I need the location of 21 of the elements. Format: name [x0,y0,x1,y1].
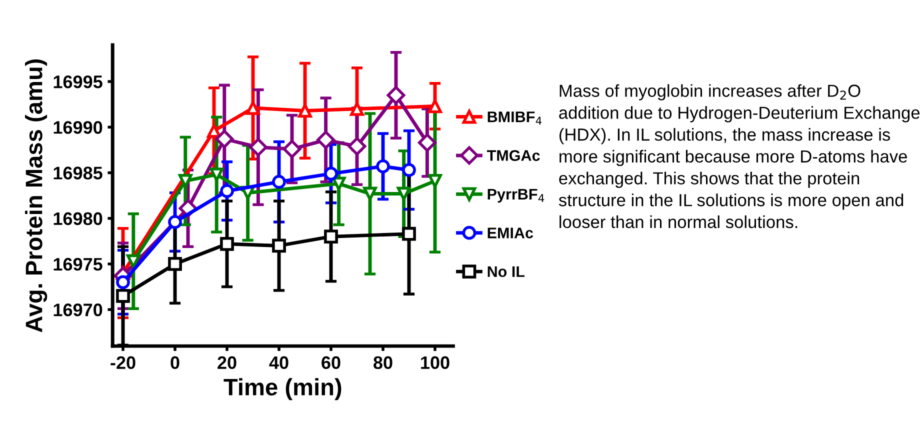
x-tick-label: 100 [421,356,450,370]
legend-label: No IL [488,266,525,278]
x-tick-label: 60 [322,356,340,370]
legend-label: PyrrBF$_{4}$ [488,188,544,203]
x-tick-label: 40 [269,356,288,370]
y-axis-title: Avg. Protein Mass (amu) [25,59,48,332]
legend-label: TMGAc [486,150,540,161]
y-tick-label: 16995 [54,75,102,88]
text: Mass of myoglobin increases after D$_{2}$O addition due to Hydrogen-Deuterium Exchange (HDX). In IL solutions, the mass increase is more significant because more D-atoms have exchanged. This shows that the protein structure in the IL solutions is more open and looser than in normal solutions. [558,84,920,228]
y-tick-label: 16980 [54,212,102,226]
x-tick-label: 20 [218,356,236,370]
y-tick-label: 16970 [54,304,102,316]
x-axis-title: Time (min) [224,378,342,400]
y-tick-label: 16975 [54,258,102,271]
y-tick-label: 16985 [54,166,102,180]
x-tick-label: 0 [170,356,180,370]
y-tick-label: 16990 [54,121,102,134]
x-tick-label: 80 [374,356,392,370]
legend-label: BMIBF$_{4}$ [488,112,542,125]
legend-label: EMIAc [488,228,534,238]
x-tick-label: -20 [110,356,136,370]
